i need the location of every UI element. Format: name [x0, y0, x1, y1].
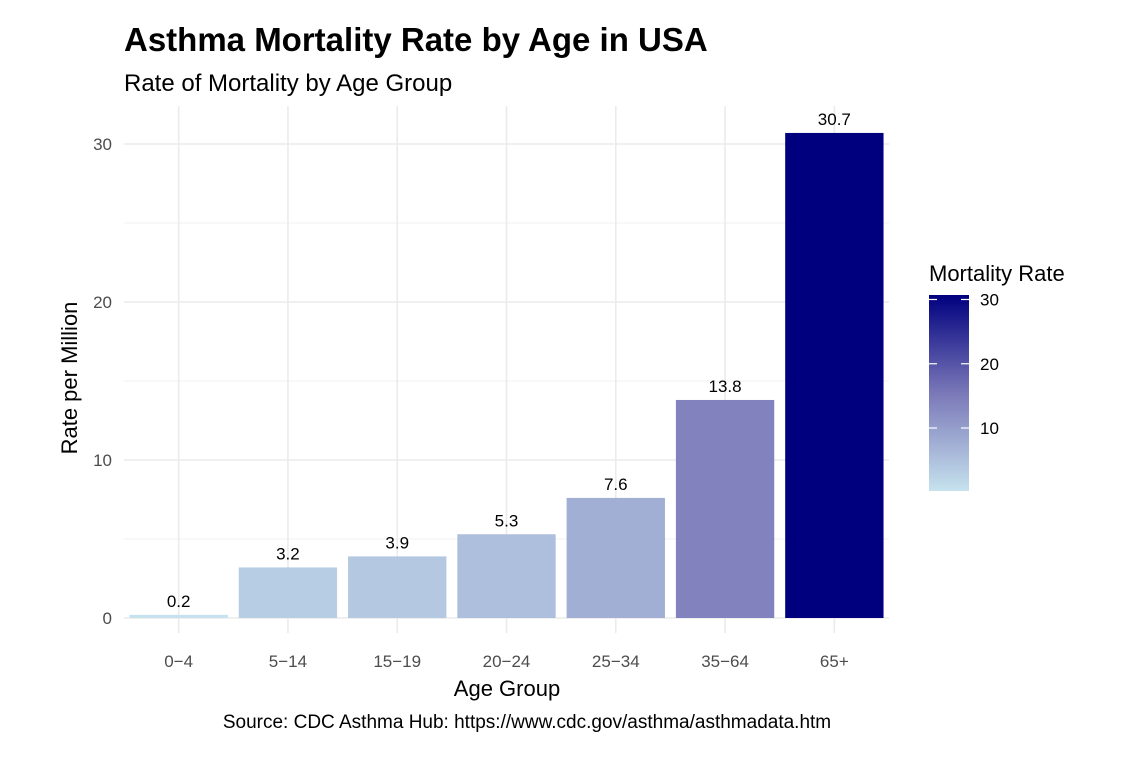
y-tick-label: 20 — [93, 293, 112, 312]
y-axis-title: Rate per Million — [57, 302, 82, 455]
x-tick-label: 0−4 — [164, 652, 193, 671]
data-label: 3.9 — [385, 533, 409, 552]
legend-tick-label: 30 — [980, 290, 999, 309]
bar — [566, 497, 665, 618]
data-labels: 0.2 3.2 3.9 5.3 7.6 13.8 30.7 — [167, 110, 851, 611]
x-tick-label: 65+ — [820, 652, 849, 671]
bar — [785, 132, 884, 618]
bar — [238, 567, 338, 618]
data-label: 3.2 — [276, 544, 300, 563]
x-tick-label: 20−24 — [483, 652, 531, 671]
bars — [129, 132, 884, 618]
x-axis-ticks: 0−4 5−14 15−19 20−24 25−34 35−64 65+ — [164, 652, 849, 671]
data-label: 5.3 — [495, 511, 519, 530]
y-axis-ticks: 0 10 20 30 — [93, 135, 112, 628]
legend-tick-label: 10 — [980, 419, 999, 438]
x-tick-label: 25−34 — [592, 652, 640, 671]
data-label: 30.7 — [818, 110, 851, 129]
bar — [129, 614, 228, 618]
bar — [348, 556, 447, 618]
data-label: 13.8 — [709, 377, 742, 396]
data-label: 7.6 — [604, 475, 628, 494]
chart-subtitle: Rate of Mortality by Age Group — [124, 70, 452, 97]
y-tick-label: 10 — [93, 451, 112, 470]
legend-color-bar — [929, 295, 969, 491]
x-axis-title: Age Group — [454, 676, 560, 701]
legend-title: Mortality Rate — [929, 261, 1065, 286]
legend: Mortality Rate 10 20 30 — [929, 261, 1065, 491]
chart-title: Asthma Mortality Rate by Age in USA — [124, 21, 708, 58]
y-tick-label: 0 — [103, 609, 112, 628]
x-tick-label: 15−19 — [373, 652, 421, 671]
data-label: 0.2 — [167, 592, 191, 611]
x-tick-label: 35−64 — [701, 652, 749, 671]
y-tick-label: 30 — [93, 135, 112, 154]
legend-tick-label: 20 — [980, 355, 999, 374]
legend-ticks: 10 20 30 — [929, 290, 999, 438]
x-tick-label: 5−14 — [269, 652, 307, 671]
bar — [457, 534, 556, 618]
bar — [675, 399, 775, 618]
chart-caption: Source: CDC Asthma Hub: https://www.cdc.… — [223, 712, 831, 733]
